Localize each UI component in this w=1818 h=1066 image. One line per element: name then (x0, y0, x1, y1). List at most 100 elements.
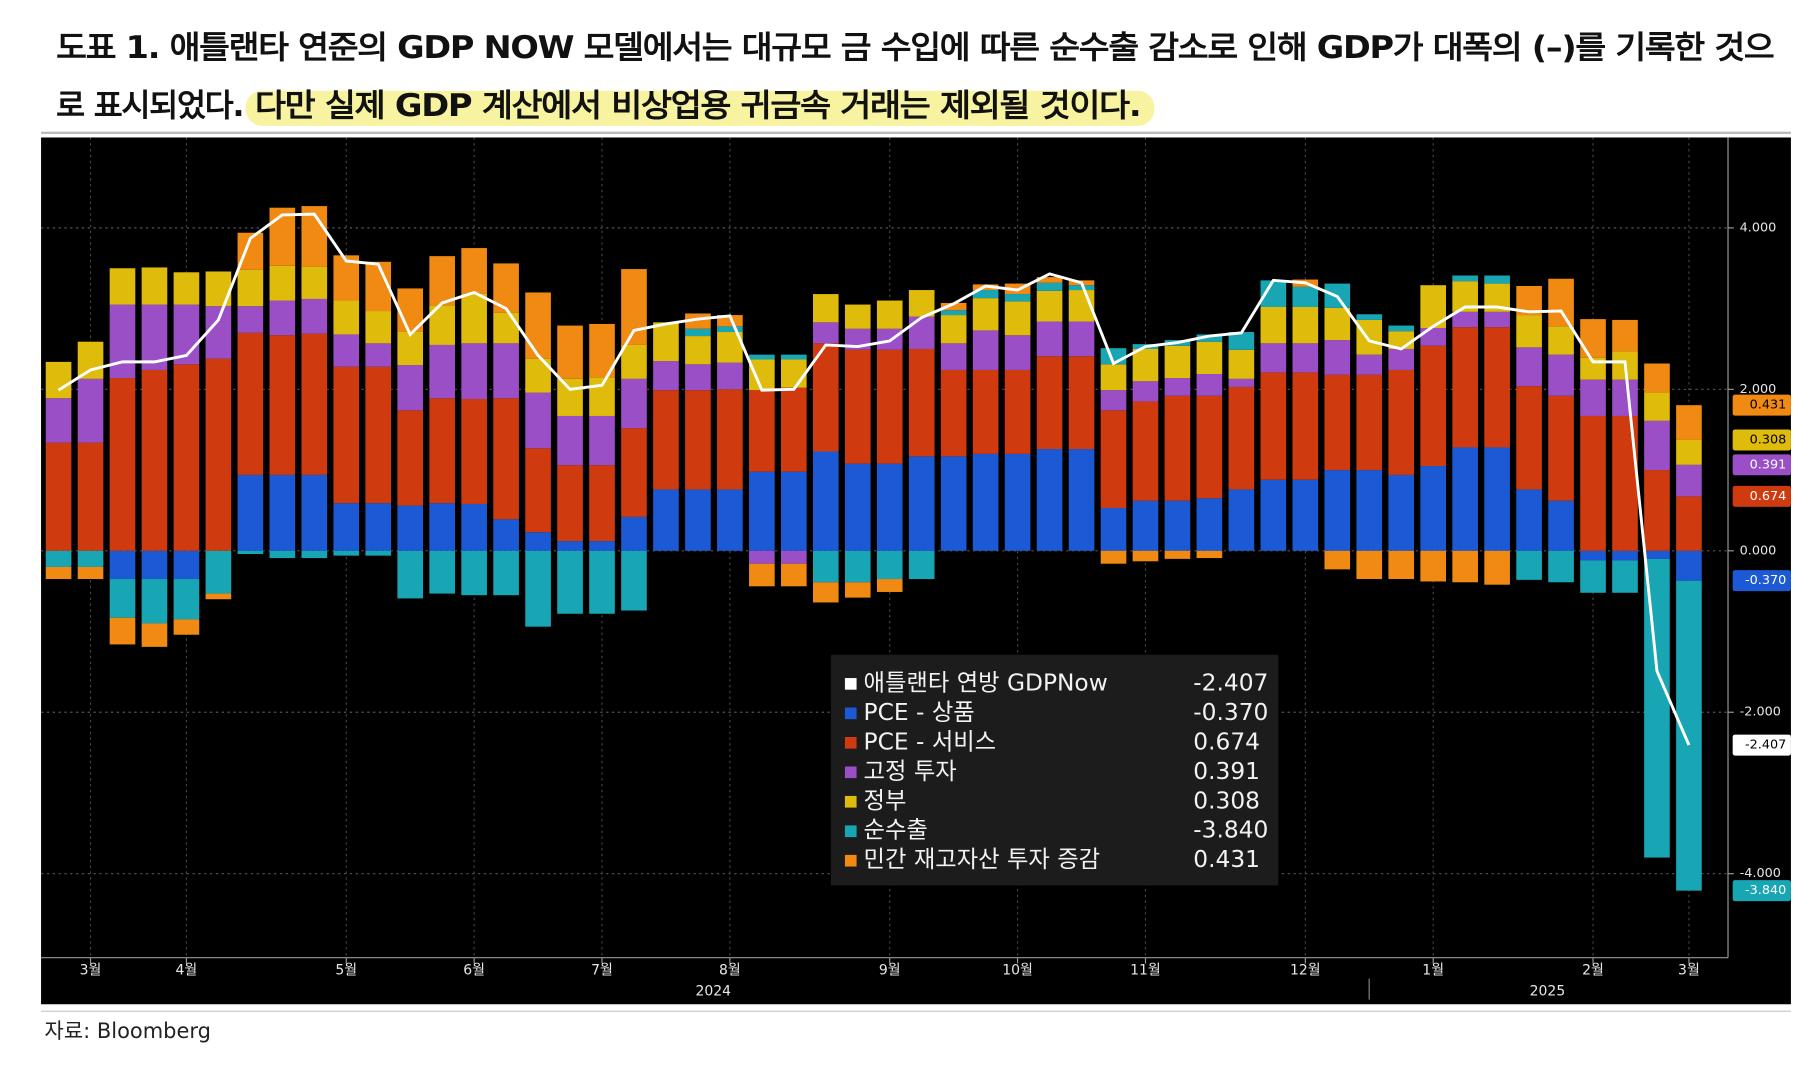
bar (1676, 439, 1702, 465)
bar (1452, 275, 1478, 282)
bar (940, 302, 967, 311)
bar (844, 550, 871, 583)
bar (493, 312, 519, 344)
bar (844, 349, 871, 464)
bar (1036, 356, 1063, 450)
bar (908, 316, 935, 349)
bar (557, 465, 583, 542)
bar (1516, 347, 1542, 387)
legend-value: -3.840 (1193, 817, 1268, 844)
value-tag: -3.840 (1745, 883, 1786, 898)
bar (621, 428, 647, 517)
legend-swatch (844, 707, 857, 720)
bar (653, 361, 679, 391)
value-tag: -0.370 (1745, 573, 1786, 588)
bar (940, 310, 967, 316)
bar (1196, 341, 1223, 375)
bar (429, 398, 455, 504)
bar (461, 293, 487, 344)
bar (109, 268, 136, 305)
bar (844, 463, 871, 551)
bar (365, 343, 392, 367)
bar (781, 550, 807, 564)
bar (365, 550, 392, 556)
bar (429, 344, 455, 399)
bar (876, 579, 903, 592)
bar (365, 311, 392, 344)
legend-value: 0.431 (1193, 846, 1260, 873)
legend-label: PCE - 서비스 (864, 728, 997, 755)
bar (1164, 345, 1191, 379)
bar (141, 550, 168, 580)
bar (1260, 479, 1287, 551)
bar (1484, 447, 1510, 551)
bar (237, 550, 264, 555)
legend-label: 애틀랜타 연방 GDPNow (864, 669, 1108, 696)
x-tick-label: 12월 (1290, 962, 1321, 978)
bar (525, 292, 551, 359)
bar (1612, 550, 1638, 561)
bar (77, 566, 104, 580)
bar (45, 550, 72, 567)
bar (1196, 334, 1223, 342)
x-tick-label: 3월 (1678, 962, 1700, 978)
bar (1356, 470, 1383, 551)
bar (45, 566, 72, 580)
bar (876, 300, 903, 329)
y-tick-label: -2.000 (1740, 705, 1781, 720)
bar (1164, 550, 1191, 559)
x-tick-label: 9월 (879, 962, 901, 978)
bar (493, 343, 519, 399)
bar (525, 448, 551, 533)
bar (1196, 498, 1223, 551)
bar (1388, 348, 1415, 370)
legend-value: -0.370 (1193, 699, 1268, 726)
bar (717, 315, 743, 327)
bar (1356, 374, 1383, 471)
bar (77, 442, 104, 551)
bar (1228, 378, 1255, 387)
bar (301, 474, 328, 551)
bar (1580, 560, 1606, 593)
bar (1100, 508, 1127, 551)
bar (653, 322, 679, 362)
bar (109, 617, 136, 645)
bar (77, 341, 104, 379)
chart-title: 도표 1. 애틀랜타 연준의 GDP NOW 모델에서는 대규모 금 수입에 따… (56, 30, 1773, 66)
bar (461, 399, 487, 504)
x-tick-label: 1월 (1422, 962, 1444, 978)
bar (1324, 550, 1351, 570)
bar (397, 410, 424, 506)
bar (1484, 327, 1510, 448)
bar (1420, 550, 1447, 582)
bar (812, 582, 839, 603)
bar (461, 503, 487, 551)
legend: 애틀랜타 연방 GDPNow -2.407 PCE - 상품 -0.370 PCE - … (830, 654, 1279, 886)
bar (1260, 306, 1287, 344)
bar (1644, 558, 1670, 858)
bar (1036, 282, 1063, 291)
bar (45, 398, 72, 443)
bar (109, 550, 136, 580)
bar (1452, 550, 1478, 583)
value-tag-bg (1732, 454, 1791, 476)
bar (301, 266, 328, 299)
bar (749, 390, 775, 472)
value-tag-bg (1732, 734, 1791, 756)
bar (461, 248, 487, 294)
bar (397, 365, 424, 411)
value-tag: 0.674 (1750, 489, 1787, 504)
bar (493, 519, 519, 551)
bar (972, 453, 999, 551)
bar (1036, 290, 1063, 322)
legend-label: 민간 재고자산 투자 증감 (864, 846, 1101, 873)
bar (1324, 374, 1351, 471)
bar (1612, 379, 1638, 416)
legend-value: 0.391 (1193, 758, 1260, 785)
bar (1100, 390, 1127, 411)
bar (333, 550, 360, 556)
bar (1548, 550, 1574, 583)
bar (1228, 489, 1255, 551)
legend-swatch (844, 678, 857, 690)
